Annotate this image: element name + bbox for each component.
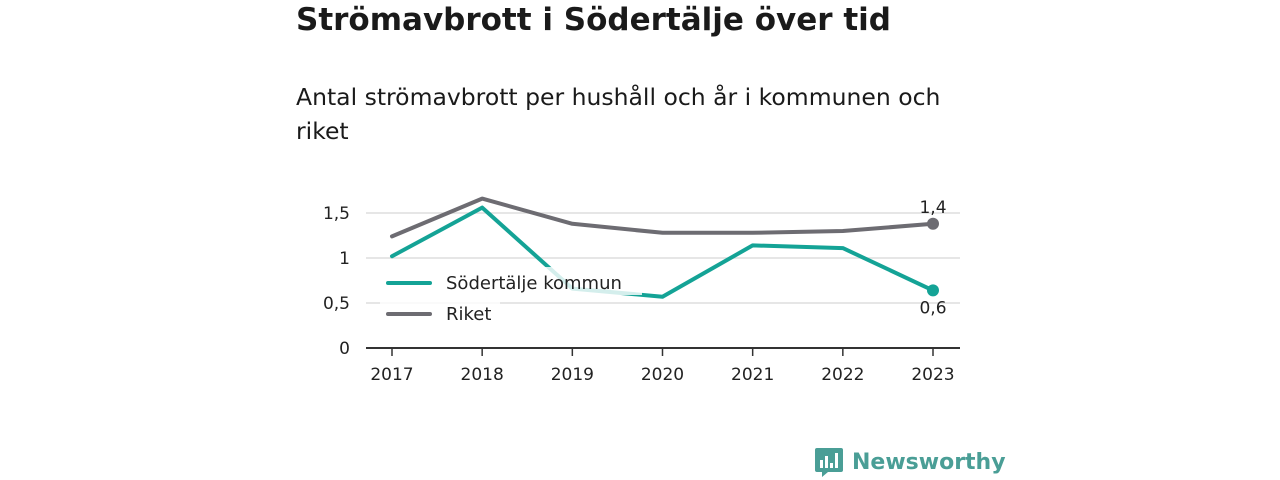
y-tick-label: 1 <box>339 249 350 269</box>
y-tick-label: 0 <box>339 339 350 359</box>
series-line-riket <box>390 196 935 239</box>
series-lines <box>390 196 935 299</box>
x-tick-label: 2017 <box>370 365 413 385</box>
x-tick-label: 2021 <box>731 365 774 385</box>
end-points: 0,6 1,4 <box>919 198 946 319</box>
series-line-s-dert-lje-kommun <box>390 205 935 299</box>
x-axis: 2017 2018 2019 2020 2021 2022 2023 <box>366 347 960 385</box>
end-point <box>927 284 939 297</box>
newsworthy-brand: Newsworthy <box>814 446 1006 478</box>
x-tick-label: 2020 <box>641 365 684 385</box>
newsworthy-logo-icon <box>815 448 843 477</box>
chart-subtitle: Antal strömavbrott per hushåll och år i … <box>296 83 941 145</box>
x-tick-label: 2023 <box>911 365 954 385</box>
brand-name: Newsworthy <box>852 449 1006 475</box>
end-point <box>927 217 939 230</box>
legend-label: Riket <box>446 304 491 325</box>
x-tick-label: 2018 <box>461 365 504 385</box>
y-tick-label: 0,5 <box>323 294 350 314</box>
data-label: 0,6 <box>919 298 946 318</box>
y-tick-label: 1,5 <box>323 204 350 224</box>
y-axis-ticks: 0 0,5 1 1,5 <box>323 204 350 359</box>
chart-title: Strömavbrott i Södertälje över tid <box>296 2 891 38</box>
data-label: 1,4 <box>919 198 946 218</box>
legend: Södertälje kommun Riket <box>380 267 642 326</box>
x-tick-label: 2019 <box>551 365 594 385</box>
x-tick-label: 2022 <box>821 365 864 385</box>
legend-label: Södertälje kommun <box>446 273 622 294</box>
